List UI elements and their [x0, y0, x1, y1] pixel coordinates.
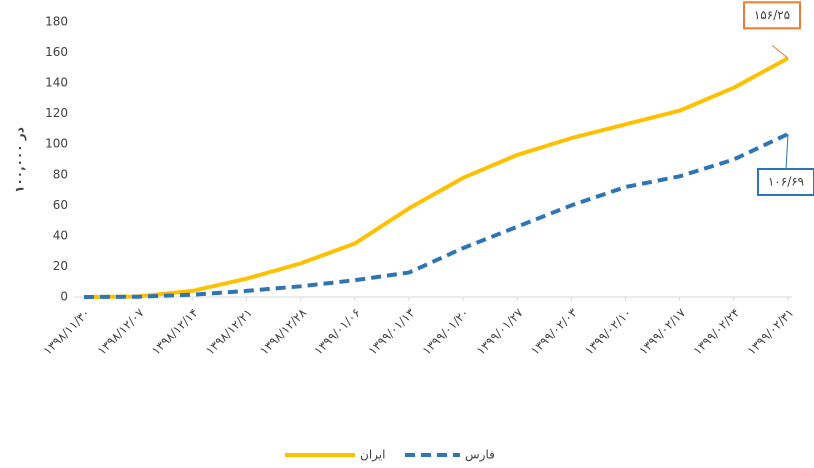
x-tick-label: ۱۳۹۸/۱۲/۱۴	[149, 306, 201, 358]
y-tick-label: 40	[53, 228, 68, 242]
y-tick-label: 120	[45, 106, 68, 120]
label-leader	[771, 44, 789, 59]
x-tick-label: ۱۳۹۹/۰۲/۲۴	[690, 306, 742, 358]
label-box	[743, 1, 801, 30]
x-tick-label: ۱۳۹۸/۱۲/۲۱	[203, 306, 255, 358]
x-tick-label: ۱۳۹۹/۰۱/۰۶	[311, 306, 363, 358]
series-line	[83, 56, 789, 299]
y-tick-label: 0	[60, 290, 68, 304]
x-tick-label: ۱۳۹۸/۱۲/۲۸	[257, 305, 309, 357]
y-tick-label: 140	[45, 76, 68, 90]
y-tick-label: 100	[45, 137, 68, 151]
x-tick-label: ۱۳۹۹/۰۲/۰۳	[528, 305, 580, 357]
label-leader	[785, 133, 789, 171]
data-label: ۱۰۶/۶۹	[768, 175, 804, 189]
x-tick-label: ۱۳۹۹/۰۲/۱۷	[636, 305, 688, 357]
x-tick-label: ۱۳۹۹/۰۱/۲۷	[474, 305, 526, 357]
x-tick-label: ۱۳۹۸/۱۲/۰۷	[95, 305, 147, 357]
legend-label: فارس	[465, 448, 495, 463]
x-tick-label: ۱۳۹۹/۰۱/۱۳	[365, 305, 417, 357]
legend-label: ایران	[360, 448, 385, 463]
series-line	[83, 132, 789, 299]
y-tick-label: 80	[53, 167, 68, 181]
y-tick-label: 180	[45, 15, 68, 29]
x-tick-label: ۱۳۹۹/۰۲/۳۱	[745, 306, 797, 358]
y-tick-label: 60	[53, 198, 68, 212]
x-tick-label: ۱۳۹۹/۰۱/۲۰	[420, 306, 472, 358]
y-tick-label: 20	[53, 259, 68, 273]
label-box	[757, 168, 814, 197]
y-axis-label: در ۱۰۰,۰۰۰	[13, 127, 27, 193]
x-tick-label: ۱۳۹۸/۱۱/۳۰	[41, 306, 93, 358]
y-tick-label: 160	[45, 45, 68, 59]
x-tick-label: ۱۳۹۹/۰۲/۱۰	[582, 306, 634, 358]
data-label: ۱۵۶/۲۵	[754, 8, 790, 22]
